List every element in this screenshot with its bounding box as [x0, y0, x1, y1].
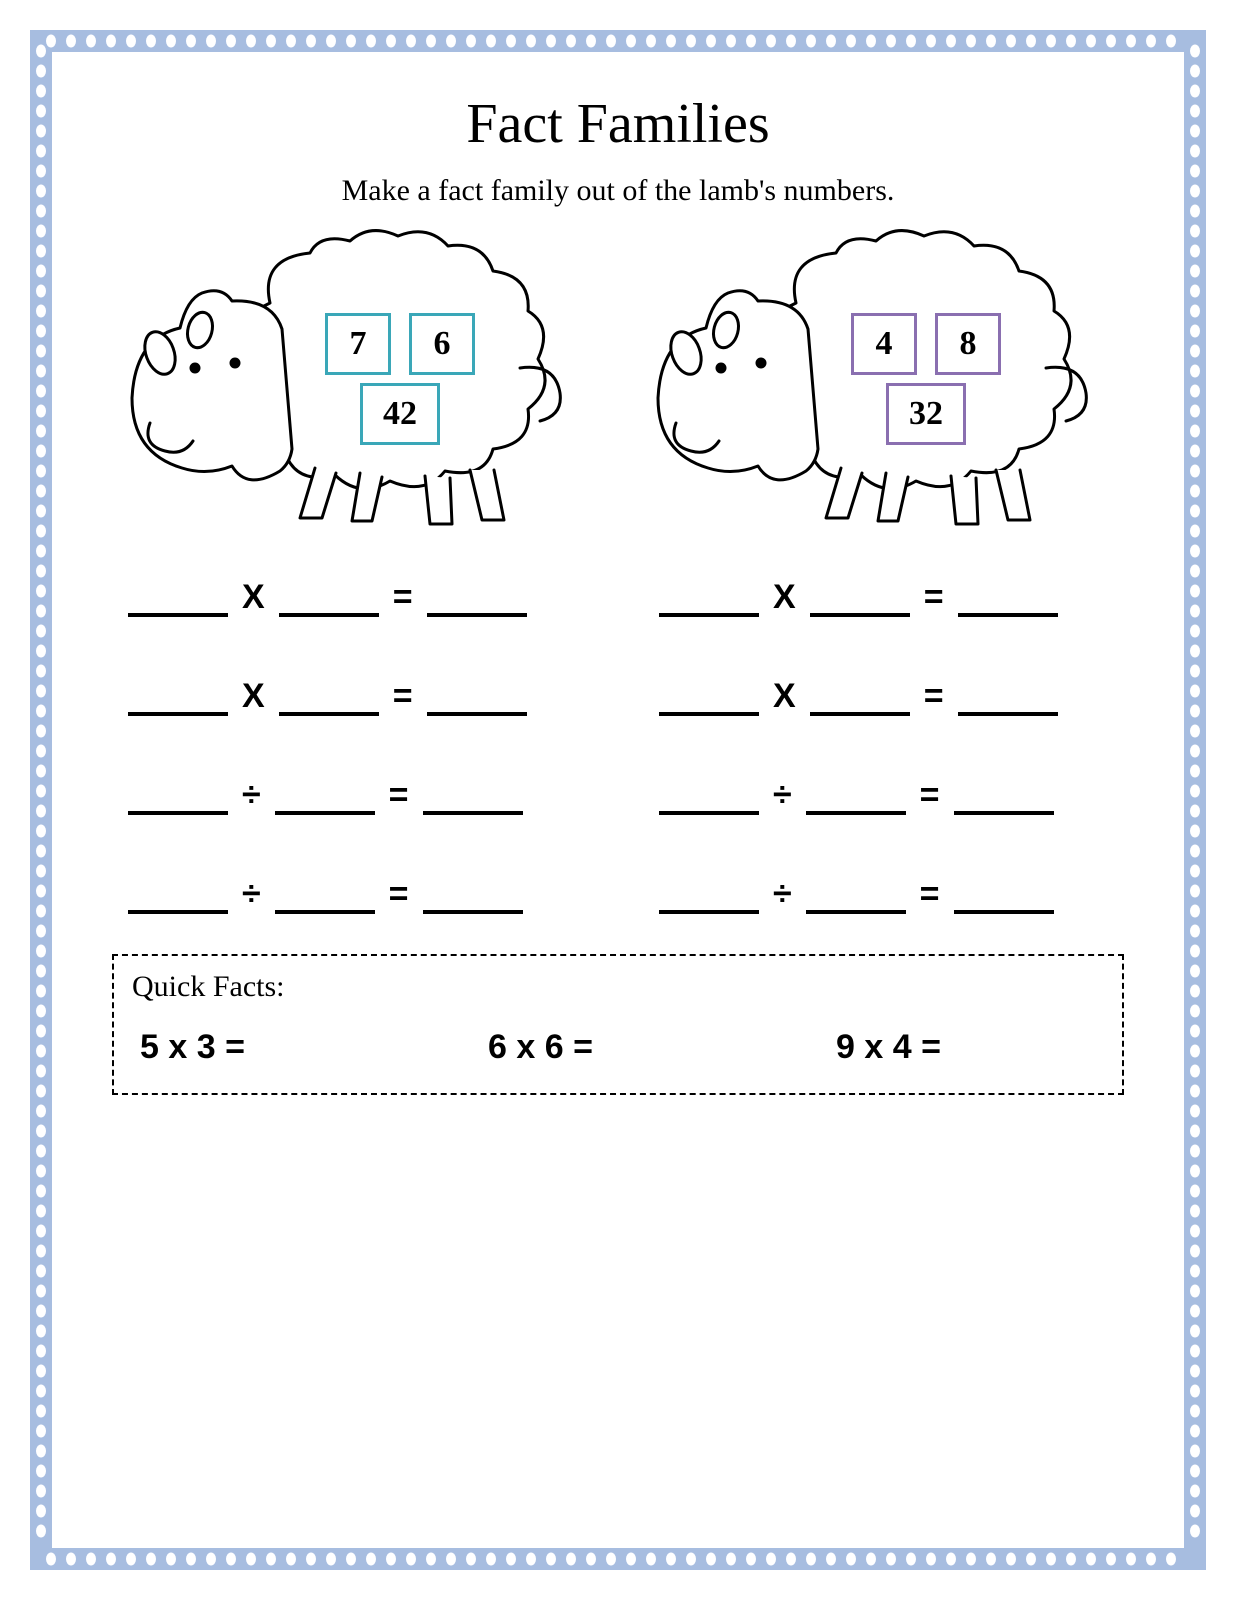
- fill-blank[interactable]: [954, 781, 1054, 815]
- page-subtitle: Make a fact family out of the lamb's num…: [92, 174, 1144, 208]
- operator-equals: =: [389, 875, 409, 914]
- operator-divide: ÷: [773, 776, 792, 815]
- operator-multiply: X: [773, 677, 796, 716]
- fill-blank[interactable]: [279, 682, 379, 716]
- operator-equals: =: [924, 677, 944, 716]
- lamb-left: 7 6 42: [125, 228, 585, 528]
- fill-blank[interactable]: [128, 682, 228, 716]
- number-box-product: 32: [886, 383, 966, 445]
- page-title: Fact Families: [92, 92, 1144, 156]
- fill-blank[interactable]: [659, 583, 759, 617]
- lamb-left-numbers: 7 6 42: [325, 313, 475, 445]
- quick-fact-item: 9 x 4 =: [836, 1028, 1096, 1067]
- fill-blank[interactable]: [423, 781, 523, 815]
- fill-blank[interactable]: [659, 781, 759, 815]
- fill-blank[interactable]: [810, 583, 910, 617]
- equation-row: ÷=: [653, 875, 1114, 914]
- equation-grid: X= X= ÷= ÷= X= X= ÷= ÷=: [92, 578, 1144, 914]
- equation-column-left: X= X= ÷= ÷=: [122, 578, 583, 914]
- number-box-a: 7: [325, 313, 391, 375]
- quick-facts-row: 5 x 3 = 6 x 6 = 9 x 4 =: [132, 1028, 1104, 1067]
- decorative-border: Fact Families Make a fact family out of …: [30, 30, 1206, 1570]
- equation-row: X=: [122, 677, 583, 716]
- operator-equals: =: [389, 776, 409, 815]
- fill-blank[interactable]: [659, 682, 759, 716]
- fill-blank[interactable]: [275, 880, 375, 914]
- equation-column-right: X= X= ÷= ÷=: [653, 578, 1114, 914]
- fill-blank[interactable]: [275, 781, 375, 815]
- operator-multiply: X: [773, 578, 796, 617]
- fill-blank[interactable]: [806, 781, 906, 815]
- operator-divide: ÷: [242, 875, 261, 914]
- fill-blank[interactable]: [958, 682, 1058, 716]
- equation-row: ÷=: [122, 776, 583, 815]
- quick-fact-item: 6 x 6 =: [488, 1028, 748, 1067]
- lamb-right-numbers: 4 8 32: [851, 313, 1001, 445]
- operator-divide: ÷: [773, 875, 792, 914]
- fill-blank[interactable]: [423, 880, 523, 914]
- operator-divide: ÷: [242, 776, 261, 815]
- quick-facts-title: Quick Facts:: [132, 970, 1104, 1004]
- number-box-b: 6: [409, 313, 475, 375]
- quick-fact-item: 5 x 3 =: [140, 1028, 400, 1067]
- operator-equals: =: [920, 776, 940, 815]
- operator-equals: =: [393, 677, 413, 716]
- equation-row: X=: [653, 578, 1114, 617]
- operator-equals: =: [920, 875, 940, 914]
- operator-equals: =: [393, 578, 413, 617]
- fill-blank[interactable]: [954, 880, 1054, 914]
- quick-facts-box: Quick Facts: 5 x 3 = 6 x 6 = 9 x 4 =: [112, 954, 1124, 1095]
- fill-blank[interactable]: [279, 583, 379, 617]
- fill-blank[interactable]: [128, 880, 228, 914]
- fill-blank[interactable]: [659, 880, 759, 914]
- equation-row: ÷=: [122, 875, 583, 914]
- equation-row: ÷=: [653, 776, 1114, 815]
- number-box-a: 4: [851, 313, 917, 375]
- fill-blank[interactable]: [427, 682, 527, 716]
- equation-row: X=: [122, 578, 583, 617]
- operator-multiply: X: [242, 677, 265, 716]
- equation-row: X=: [653, 677, 1114, 716]
- fill-blank[interactable]: [958, 583, 1058, 617]
- fill-blank[interactable]: [128, 583, 228, 617]
- fill-blank[interactable]: [806, 880, 906, 914]
- number-box-product: 42: [360, 383, 440, 445]
- number-box-b: 8: [935, 313, 1001, 375]
- operator-equals: =: [924, 578, 944, 617]
- worksheet-page: Fact Families Make a fact family out of …: [0, 0, 1236, 1600]
- lambs-row: 7 6 42: [92, 228, 1144, 528]
- fill-blank[interactable]: [128, 781, 228, 815]
- operator-multiply: X: [242, 578, 265, 617]
- fill-blank[interactable]: [810, 682, 910, 716]
- lamb-right: 4 8 32: [651, 228, 1111, 528]
- fill-blank[interactable]: [427, 583, 527, 617]
